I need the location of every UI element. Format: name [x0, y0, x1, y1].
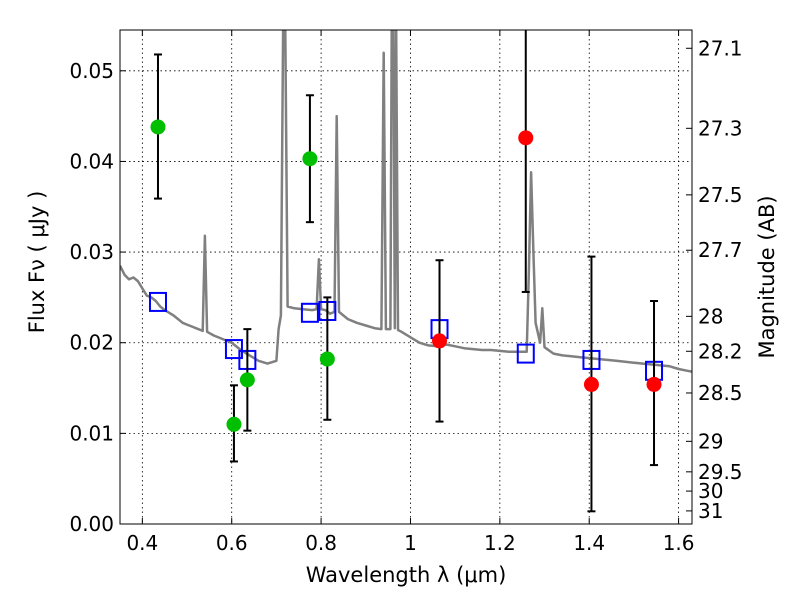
x-tick-label: 1.4: [573, 531, 605, 555]
model-square-marker: [148, 291, 167, 312]
green-data-point: [239, 372, 255, 388]
x-axis-label: Wavelength λ (μm): [306, 563, 507, 587]
mag-tick-label: 31: [698, 499, 723, 523]
y-tick-label: 0.04: [69, 149, 114, 173]
plot-frame: [119, 29, 693, 525]
model-square-marker: [516, 343, 535, 364]
y-tick-label: 0.05: [69, 59, 114, 83]
mag-tick-label: 28.2: [698, 339, 743, 363]
red-data-point: [583, 376, 599, 392]
y2-axis-label: Magnitude (AB): [755, 195, 779, 358]
green-data-point: [226, 416, 242, 432]
mag-tick-label: 27.5: [698, 183, 743, 207]
x-tick-label: 0.4: [126, 531, 158, 555]
x-tick-label: 1.6: [663, 531, 695, 555]
mag-tick-label: 28.5: [698, 381, 743, 405]
x-tick-label: 0.6: [216, 531, 248, 555]
plot-background: [120, 30, 692, 524]
sed-template-line: [120, 30, 692, 373]
x-tick-label: 1: [404, 531, 417, 555]
model-square-marker: [300, 302, 319, 323]
mag-tick-label: 27.3: [698, 116, 743, 140]
y-tick-label: 0.00: [69, 512, 114, 536]
green-data-point: [319, 351, 335, 367]
axis-tick-labels: 0.4 0.6 0.8 1 1.2 1.4 1.6 0.00 0.01 0.02 0.03 0.04 0…: [69, 36, 742, 555]
y-tick-label: 0.01: [69, 421, 114, 445]
green-data-point: [150, 119, 166, 135]
axis-ticks: [120, 30, 692, 525]
red-data-point: [518, 130, 534, 146]
y-axis-label: Flux Fν ( μJy ): [25, 191, 49, 334]
y-tick-label: 0.03: [69, 240, 114, 264]
green-data-point: [302, 151, 318, 167]
x-tick-label: 1.2: [484, 531, 516, 555]
y-tick-label: 0.02: [69, 331, 114, 355]
model-square-marker: [224, 339, 243, 360]
red-data-point: [432, 333, 448, 349]
sed-layer: [120, 30, 692, 373]
red-data-point: [646, 376, 662, 392]
mag-tick-label: 27.7: [698, 238, 743, 262]
mag-tick-label: 29.5: [698, 460, 743, 484]
mag-tick-label: 29: [698, 429, 723, 453]
x-tick-label: 0.8: [305, 531, 337, 555]
marks-layer: [148, 30, 664, 513]
mag-tick-label: 28: [698, 304, 723, 328]
mag-tick-label: 27.1: [698, 36, 743, 60]
mag-tick-label: 30: [698, 479, 723, 503]
